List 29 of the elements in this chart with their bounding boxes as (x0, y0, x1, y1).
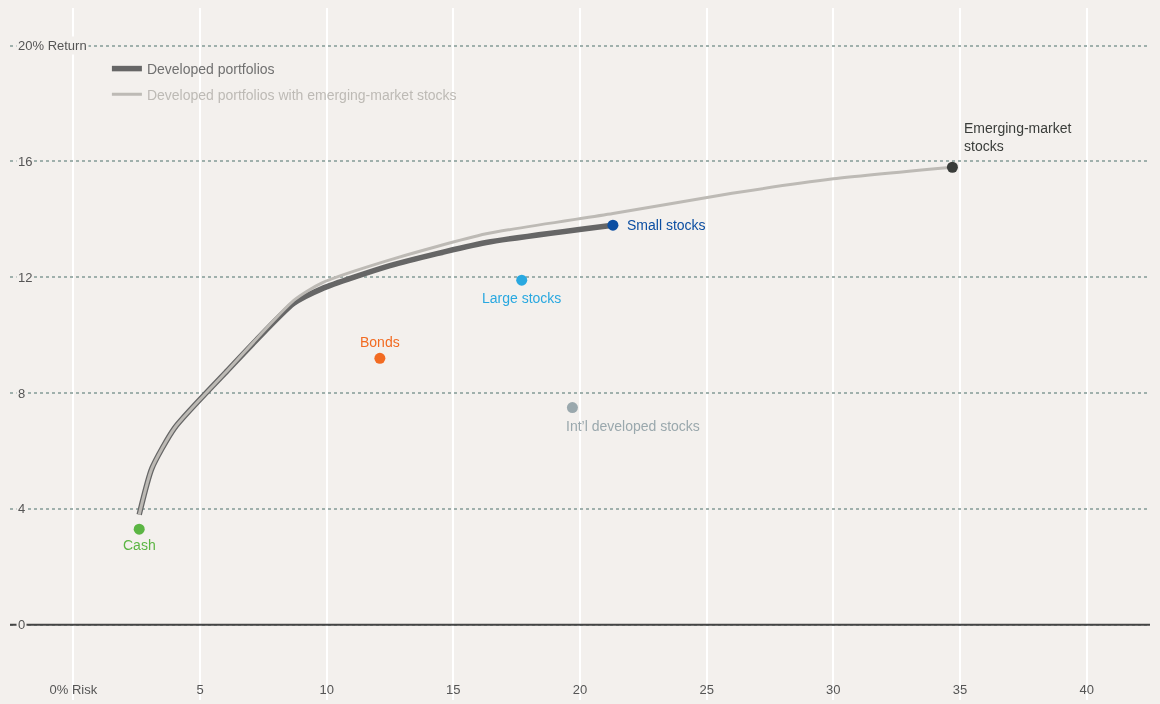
point (607, 219, 619, 231)
annotation: Int’l developed stocks (566, 418, 700, 434)
x-tick-label: 10 (319, 682, 334, 698)
point (946, 161, 958, 173)
x-tick-label: 20 (572, 682, 588, 698)
y-tick-label: 16 (18, 154, 33, 169)
x-tick-label: 25 (699, 682, 714, 698)
y-tick-label: 8 (18, 386, 26, 401)
x-tick-label: 30 (826, 682, 841, 698)
y-tick-label: 12 (18, 270, 33, 285)
x-tick-label: 0% Risk (49, 682, 98, 698)
point (133, 523, 145, 535)
annotation: Emerging-market stocks (964, 120, 1072, 155)
x-tick-label: 35 (952, 682, 968, 698)
y-tick-label: 0 (18, 617, 26, 632)
point (374, 352, 386, 364)
x-tick-label: 40 (1079, 682, 1094, 698)
point (516, 274, 528, 286)
x-tick-label: 5 (196, 682, 204, 698)
annotation: Small stocks (627, 217, 706, 233)
legend-label: Developed portfolios with emerging-market stocks (146, 86, 457, 103)
annotation: Large stocks (482, 290, 562, 306)
annotation: Cash (123, 537, 156, 553)
y-tick-label: 20% Return (18, 38, 87, 53)
y-tick-label: 4 (18, 501, 26, 516)
annotation: Bonds (360, 334, 400, 350)
point (566, 402, 578, 414)
x-tick-label: 15 (446, 682, 461, 698)
legend-label: Developed portfolios (146, 61, 275, 78)
